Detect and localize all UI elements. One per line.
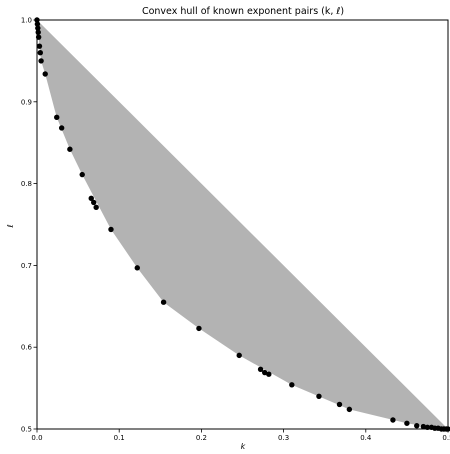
x-tick-label-2: 0.2: [196, 434, 207, 442]
data-point-28: [390, 417, 396, 423]
data-point-20: [236, 352, 242, 359]
data-point-21: [257, 366, 264, 372]
data-point-12: [79, 171, 85, 178]
x-tick-label-0: 0.0: [31, 434, 42, 442]
data-point-27: [346, 406, 353, 413]
x-axis: 0.0 0.1 0.2 0.3 0.4 0.5: [31, 429, 450, 442]
data-point-31: [420, 423, 427, 430]
y-tick-label-0: 0.5: [21, 426, 32, 434]
data-point-29: [404, 420, 410, 426]
data-point-25: [316, 393, 322, 399]
data-point-7: [38, 58, 44, 64]
x-tick-label-4: 0.4: [360, 434, 372, 442]
plot-frame: [36, 19, 449, 430]
data-point-13: [88, 195, 94, 202]
data-point-2: [35, 25, 41, 31]
data-point-14: [91, 199, 97, 206]
x-tick-label-3: 0.3: [278, 434, 289, 442]
data-point-24: [289, 382, 295, 388]
y-tick-label-2: 0.7: [21, 262, 32, 270]
chart-title: Convex hull of known exponent pairs (k, …: [142, 6, 344, 17]
y-axis-label: ℓ: [6, 224, 15, 228]
data-point-11: [67, 146, 73, 152]
data-point-26: [336, 401, 343, 408]
data-point-9: [54, 114, 60, 121]
data-point-6: [37, 50, 43, 56]
data-point-19: [196, 325, 202, 332]
x-axis-label: k: [241, 442, 246, 451]
x-tick-label-5: 0.5: [442, 434, 450, 442]
convex-hull-region: [37, 20, 448, 429]
y-tick-label-4: 0.9: [21, 98, 32, 106]
y-tick-label-1: 0.6: [21, 344, 33, 352]
data-point-8: [42, 71, 48, 77]
data-point-17: [134, 265, 140, 271]
y-tick-label-3: 0.8: [21, 180, 32, 188]
data-point-30: [414, 423, 420, 429]
data-point-22: [261, 369, 268, 376]
data-point-18: [160, 299, 167, 305]
y-axis: 0.5 0.6 0.7 0.8 0.9 1.0: [21, 17, 37, 434]
data-point-16: [108, 226, 114, 233]
data-point-3: [35, 29, 41, 35]
x-tick-label-1: 0.1: [114, 434, 125, 442]
data-point-10: [58, 125, 65, 131]
plot-area: [34, 17, 450, 432]
data-point-15: [93, 204, 99, 211]
data-point-5: [36, 43, 43, 49]
data-point-23: [266, 371, 272, 377]
y-tick-label-5: 1.0: [21, 17, 32, 25]
